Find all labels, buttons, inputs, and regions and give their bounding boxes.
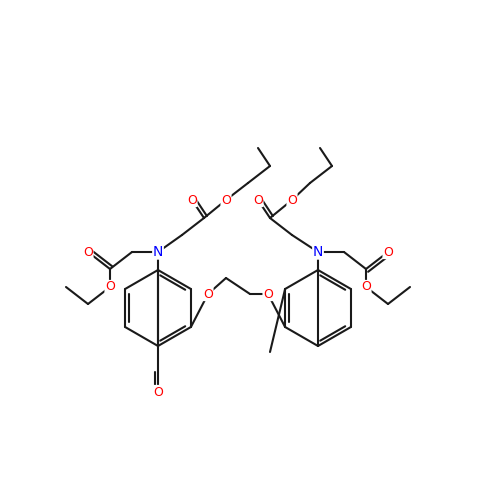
- Text: O: O: [253, 194, 263, 206]
- Text: N: N: [153, 245, 163, 259]
- Text: O: O: [263, 288, 273, 300]
- Text: O: O: [361, 280, 371, 293]
- Text: O: O: [187, 194, 197, 206]
- Text: O: O: [83, 246, 93, 258]
- Text: N: N: [313, 245, 323, 259]
- Text: O: O: [203, 288, 213, 300]
- Text: O: O: [287, 194, 297, 206]
- Text: O: O: [105, 280, 115, 293]
- Text: O: O: [383, 246, 393, 258]
- Text: O: O: [153, 386, 163, 398]
- Text: O: O: [221, 194, 231, 206]
